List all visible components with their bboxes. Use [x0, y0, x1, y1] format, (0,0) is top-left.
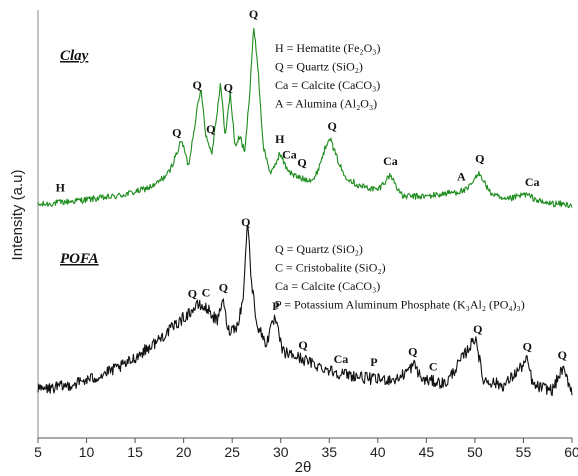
- peak-label-clay-3: Q: [206, 122, 215, 136]
- x-tick-label-25: 25: [224, 444, 240, 460]
- peak-label-clay-2: Q: [193, 78, 202, 92]
- legend-entry-clay-0: H = Hematite (Fe₂O₃): [275, 41, 380, 55]
- x-tick-label-10: 10: [79, 444, 95, 460]
- legend-entry-pofa-0: Q = Quartz (SiO₂): [275, 242, 363, 256]
- peak-label-clay-6: H: [275, 132, 285, 146]
- x-tick-label-30: 30: [273, 444, 289, 460]
- x-tick-label-35: 35: [321, 444, 337, 460]
- x-tick-label-45: 45: [419, 444, 435, 460]
- peak-label-pofa-26: Q: [558, 348, 567, 362]
- peak-label-pofa-16: Q: [219, 280, 228, 294]
- peak-label-clay-11: A: [457, 169, 466, 183]
- peak-label-clay-8: Q: [297, 156, 306, 170]
- x-tick-label-40: 40: [370, 444, 386, 460]
- y-axis-label: Intensity (a.u): [9, 170, 26, 261]
- x-tick-label-20: 20: [176, 444, 192, 460]
- x-axis: 5 10 15 20 25 30 35 40 45 50 55 60: [34, 437, 578, 460]
- legend-entry-clay-3: A = Alumina (Al₂O₃): [275, 97, 377, 111]
- peak-label-pofa-20: Ca: [334, 352, 349, 366]
- peak-label-clay-1: Q: [172, 125, 181, 139]
- legend-entry-clay-2: Ca = Calcite (CaCO₃): [275, 78, 380, 92]
- peak-label-clay-5: Q: [249, 7, 258, 21]
- peak-label-pofa-24: Q: [473, 322, 482, 336]
- peak-label-pofa-22: Q: [408, 344, 417, 358]
- peak-label-clay-12: Q: [475, 152, 484, 166]
- peak-label-pofa-21: P: [370, 355, 377, 369]
- legends-layer: H = Hematite (Fe₂O₃) Q = Quartz (SiO₂) Ca …: [275, 41, 525, 312]
- legend-entry-pofa-2: Ca = Calcite (CaCO₃): [275, 279, 380, 293]
- peak-label-clay-9: Q: [328, 119, 337, 133]
- legend-entry-pofa-1: C = Cristobalite (SiO₂): [275, 261, 386, 275]
- peak-label-clay-10: Ca: [383, 154, 398, 168]
- peak-label-clay-0: H: [56, 181, 66, 195]
- x-axis-label: 2θ: [295, 459, 312, 476]
- x-tick-label-15: 15: [127, 444, 143, 460]
- peak-label-pofa-19: Q: [298, 338, 307, 352]
- x-tick-label-5: 5: [34, 444, 42, 460]
- x-tick-label-50: 50: [467, 444, 483, 460]
- series-title-clay: Clay: [60, 48, 89, 64]
- peak-label-pofa-15: C: [202, 286, 211, 300]
- peak-label-clay-7: Ca: [282, 148, 297, 162]
- series-title-pofa: POFA: [60, 251, 99, 267]
- legend-entry-clay-1: Q = Quartz (SiO₂): [275, 60, 363, 74]
- series-layer: Clay POFA: [37, 27, 573, 396]
- legend-entry-pofa-3: P = Potassium Aluminum Phosphate (K₃Al₂ …: [275, 298, 525, 312]
- peak-label-pofa-18: P: [272, 299, 279, 313]
- peak-label-pofa-25: Q: [523, 339, 532, 353]
- peak-label-pofa-17: Q: [241, 215, 250, 229]
- series-line-pofa: [37, 224, 573, 396]
- peak-label-pofa-14: Q: [188, 287, 197, 301]
- x-tick-label-55: 55: [516, 444, 532, 460]
- x-tick-label-60: 60: [564, 444, 578, 460]
- peak-label-clay-13: Ca: [525, 175, 540, 189]
- peak-label-clay-4: Q: [224, 80, 233, 94]
- series-line-clay: [37, 27, 573, 209]
- peak-label-pofa-23: C: [429, 359, 438, 373]
